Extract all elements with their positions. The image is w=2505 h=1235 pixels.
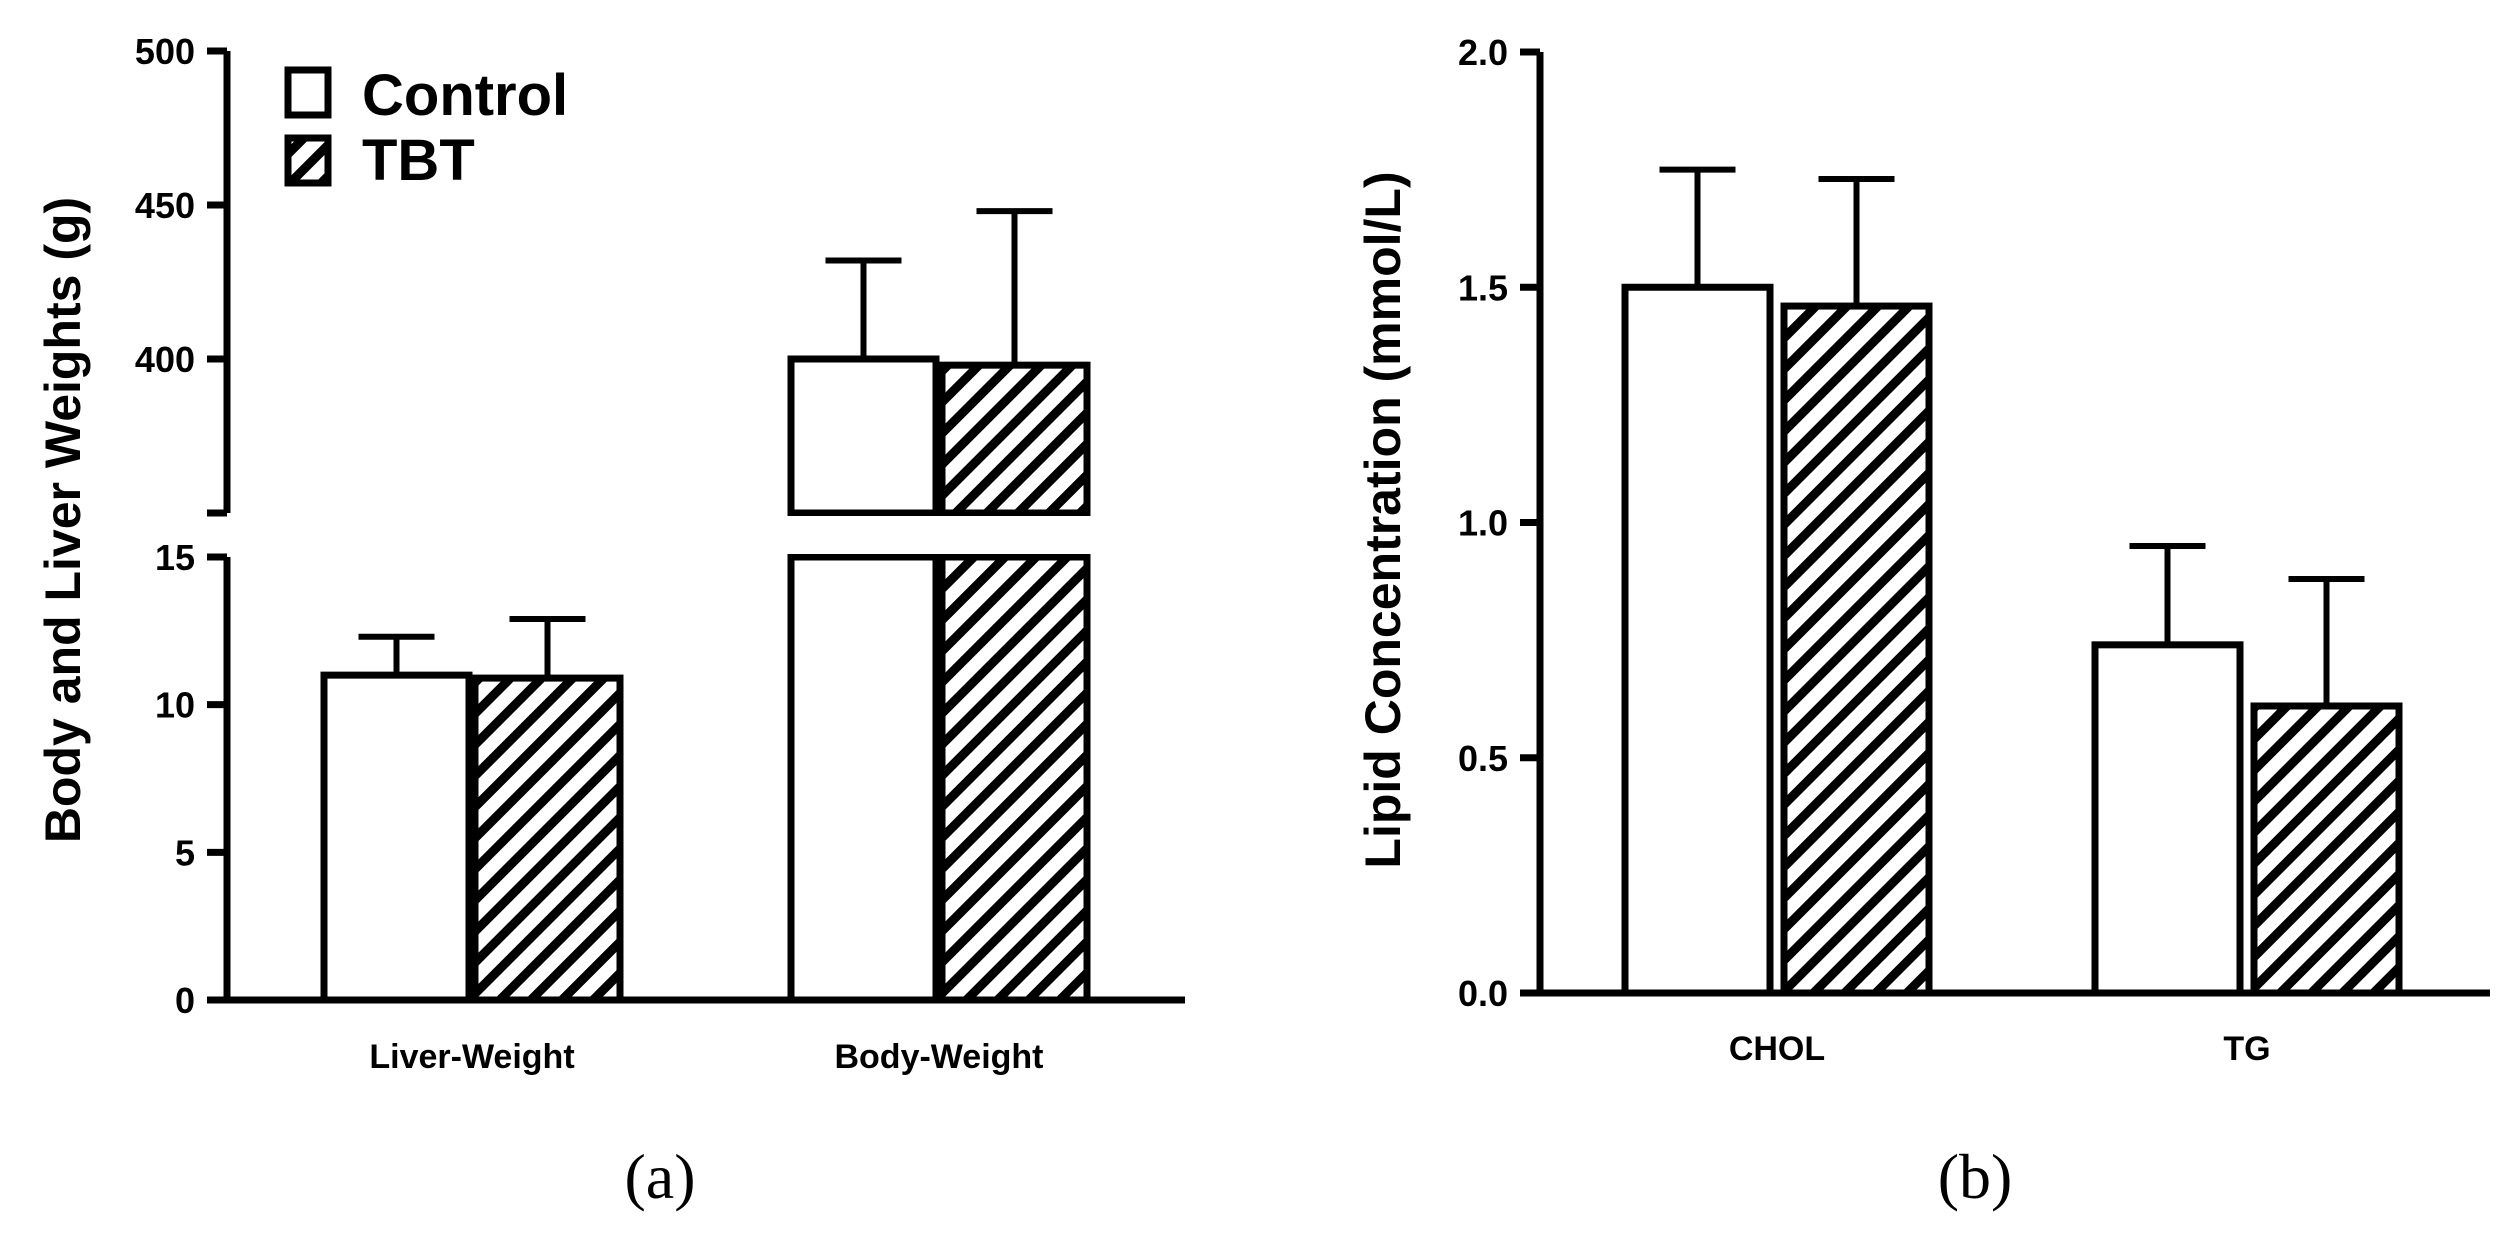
error-bar-tg-control [2129,543,2206,645]
panel-b-y-tick-label: 0.0 [1458,973,1508,1014]
panel-b-y-tick-label: 1.5 [1458,267,1508,308]
error-bar-body-weight-tbt [976,208,1053,366]
panel-b-label: (b) [1938,1141,2013,1212]
panel-a-label: (a) [624,1141,695,1212]
axis-break-gap [760,516,1120,554]
error-bar-tg-tbt [2288,575,2365,706]
legend-label-control: Control [362,63,568,128]
error-bar-chol-tbt [1818,176,1895,307]
panel-b-marks [1621,166,2403,997]
panel-a-y-tick-label: 5 [175,832,195,873]
error-bar-liver-weight-tbt [509,616,586,679]
error-bar-liver-weight-control [358,633,435,676]
panel-a: Liver-Weight Body-Weight 0 5 10 15 400 450 500 B… [35,31,1185,1212]
x-tick-label-liver-weight: Liver-Weight [369,1038,574,1076]
panel-b: CHOL TG 0.0 0.5 1.0 1.5 2.0 Lipid Concentratio… [1355,32,2490,1212]
bar-body-weight-tbt-lower [938,553,1091,1004]
x-tick-label-tg: TG [2223,1030,2270,1068]
error-bar-body-weight-control [825,257,902,359]
panel-b-y-axis-label: Lipid Concentration (mmol/L) [1355,171,1411,868]
panel-a-y-tick-label: 15 [155,537,195,578]
legend-swatch-control [284,66,332,119]
panel-b-y-tick-label: 2.0 [1458,32,1508,73]
panel-a-axes: Liver-Weight Body-Weight 0 5 10 15 400 450 500 [135,31,1185,1076]
bar-tg-control [2091,641,2244,997]
legend-swatch-tbt [284,134,332,187]
bar-tg-tbt [2250,702,2403,997]
legend-label-tbt: TBT [362,128,475,193]
bar-body-weight-control-lower [787,553,940,1004]
legend: Control TBT [284,63,568,193]
panel-b-y-tick-label: 0.5 [1458,738,1508,779]
panel-a-y-axis-label: Body and Liver Weights (g) [35,197,91,843]
panel-a-marks [320,208,1120,1004]
x-tick-label-body-weight: Body-Weight [834,1038,1043,1076]
panel-a-y-tick-label: 500 [135,31,195,72]
panel-b-axes: CHOL TG 0.0 0.5 1.0 1.5 2.0 [1458,32,2490,1068]
x-tick-label-chol: CHOL [1729,1030,1825,1068]
bar-body-weight-tbt-upper [938,361,1091,517]
panel-b-y-tick-label: 1.0 [1458,503,1508,544]
bar-chol-tbt [1780,302,1933,997]
panel-a-y-tick-label: 400 [135,339,195,380]
error-bar-chol-control [1659,166,1736,288]
bar-liver-weight-control [320,671,473,1004]
panel-a-y-tick-label: 0 [175,980,195,1021]
panel-a-y-tick-label: 10 [155,685,195,726]
panel-a-y-tick-label: 450 [135,185,195,226]
bar-chol-control [1621,283,1774,997]
bar-body-weight-control-upper [787,355,940,517]
bar-liver-weight-tbt [471,674,624,1004]
